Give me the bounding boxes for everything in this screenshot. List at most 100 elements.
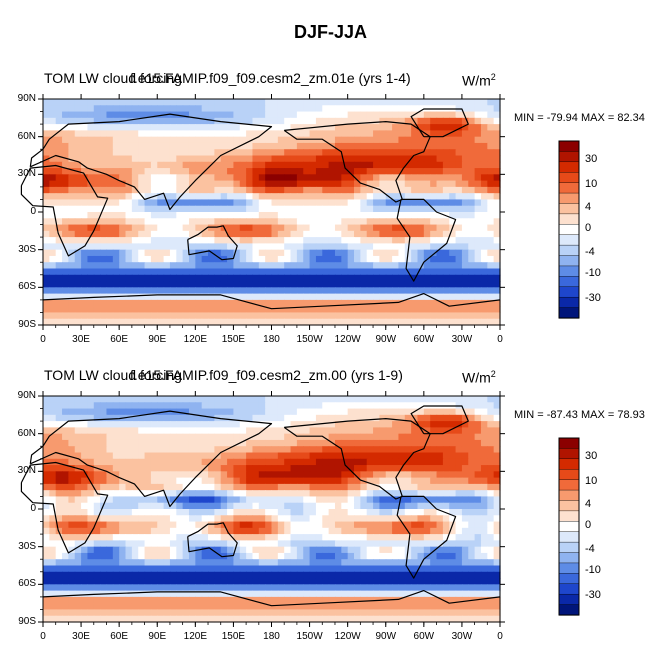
heat-cell bbox=[404, 439, 412, 447]
heat-cell bbox=[392, 471, 400, 479]
heat-cell bbox=[87, 465, 95, 472]
heat-cell bbox=[303, 281, 311, 288]
heat-cell bbox=[208, 515, 215, 523]
heat-cell bbox=[252, 584, 260, 592]
heat-cell bbox=[360, 117, 368, 125]
heat-cell bbox=[290, 212, 298, 219]
heat-cell bbox=[43, 433, 50, 441]
heat-cell bbox=[68, 105, 76, 113]
heat-cell bbox=[487, 186, 495, 194]
heat-cell bbox=[411, 540, 419, 548]
heat-cell bbox=[366, 421, 374, 428]
heat-cell bbox=[100, 99, 108, 106]
heat-cell bbox=[284, 477, 292, 485]
heat-cell bbox=[43, 243, 50, 251]
heat-cell bbox=[284, 230, 292, 238]
heat-cell bbox=[208, 527, 215, 535]
heat-cell bbox=[188, 515, 196, 523]
heat-cell bbox=[493, 293, 501, 301]
heat-cell bbox=[74, 180, 82, 188]
heat-cell bbox=[208, 552, 215, 560]
heat-cell bbox=[201, 414, 209, 422]
heat-cell bbox=[493, 205, 501, 213]
heat-cell bbox=[271, 421, 279, 428]
heat-cell bbox=[81, 552, 89, 560]
heat-cell bbox=[354, 534, 361, 541]
heat-cell bbox=[220, 117, 228, 125]
heat-cell bbox=[62, 421, 69, 428]
heat-cell bbox=[290, 174, 298, 182]
heat-cell bbox=[385, 396, 393, 403]
heat-cell bbox=[417, 199, 425, 207]
heat-cell bbox=[322, 559, 330, 567]
heat-cell bbox=[296, 174, 304, 182]
heat-cell bbox=[334, 452, 342, 460]
heat-cell bbox=[49, 433, 57, 441]
heat-cell bbox=[277, 521, 285, 529]
heat-cell bbox=[169, 117, 177, 125]
heat-cell bbox=[322, 502, 330, 510]
heat-cell bbox=[303, 130, 311, 138]
heat-cell bbox=[157, 168, 165, 175]
heat-cell bbox=[87, 471, 95, 479]
heat-cell bbox=[442, 174, 450, 182]
heat-cell bbox=[131, 318, 139, 326]
heat-cell bbox=[385, 439, 393, 447]
heat-cell bbox=[493, 559, 501, 567]
heat-cell bbox=[385, 230, 393, 238]
heat-cell bbox=[55, 490, 63, 498]
heat-cell bbox=[449, 218, 457, 226]
heat-cell bbox=[271, 502, 279, 510]
heat-cell bbox=[328, 212, 336, 219]
heat-cell bbox=[487, 433, 495, 441]
heat-cell bbox=[487, 281, 495, 288]
heat-cell bbox=[100, 180, 108, 188]
heat-cell bbox=[493, 490, 501, 498]
heat-cell bbox=[55, 452, 63, 460]
heat-cell bbox=[487, 571, 495, 579]
heat-cell bbox=[430, 218, 438, 226]
heat-cell bbox=[81, 515, 89, 523]
heat-cell bbox=[385, 421, 393, 428]
heat-cell bbox=[385, 565, 393, 573]
heat-cell bbox=[487, 124, 495, 131]
heat-cell bbox=[284, 180, 292, 188]
heat-cell bbox=[449, 293, 457, 301]
heat-cell bbox=[379, 174, 387, 182]
heat-cell bbox=[188, 124, 196, 131]
heat-cell bbox=[284, 193, 292, 201]
heat-cell bbox=[62, 452, 69, 460]
heat-cell bbox=[93, 458, 101, 466]
heat-cell bbox=[74, 565, 82, 573]
heat-cell bbox=[150, 111, 158, 119]
heat-cell bbox=[296, 274, 304, 282]
heat-cell bbox=[138, 312, 146, 320]
heat-cell bbox=[487, 218, 495, 226]
heat-cell bbox=[480, 237, 488, 244]
heat-cell bbox=[119, 299, 127, 307]
heat-cell bbox=[119, 224, 127, 232]
heat-cell bbox=[150, 117, 158, 125]
heat-cell bbox=[239, 465, 247, 472]
heat-cell bbox=[341, 433, 349, 441]
heat-cell bbox=[303, 161, 311, 169]
heat-cell bbox=[112, 255, 120, 263]
heat-cell bbox=[163, 490, 171, 498]
heat-cell bbox=[157, 521, 165, 529]
heat-cell bbox=[157, 590, 165, 598]
heat-cell bbox=[296, 509, 304, 516]
heat-cell bbox=[87, 565, 95, 573]
heat-cell bbox=[55, 255, 63, 263]
heat-cell bbox=[163, 168, 171, 175]
heat-cell bbox=[354, 299, 361, 307]
heat-cell bbox=[480, 243, 488, 251]
heat-cell bbox=[322, 180, 330, 188]
heat-cell bbox=[131, 458, 139, 466]
heat-cell bbox=[157, 105, 165, 113]
heat-cell bbox=[296, 218, 304, 226]
heat-cell bbox=[385, 483, 393, 491]
heat-cell bbox=[284, 174, 292, 182]
heat-cell bbox=[169, 414, 177, 422]
heat-cell bbox=[385, 149, 393, 157]
heat-cell bbox=[290, 230, 298, 238]
